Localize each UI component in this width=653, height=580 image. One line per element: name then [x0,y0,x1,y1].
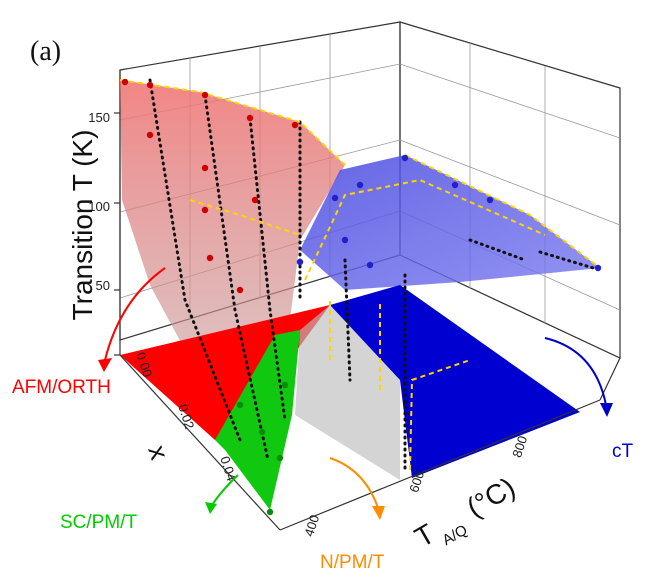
z-axis-title: Transition T (K) [67,130,98,321]
afm-surface [120,80,345,420]
np-arrow [329,457,379,509]
data-marker [356,181,364,189]
x-tick-label: 0.04 [217,454,239,483]
t-axis-line [279,399,601,531]
dotted-guides [119,78,602,472]
afm-arrow [104,267,166,361]
ct-arrow [544,337,607,406]
data-marker [594,264,602,272]
data-marker [201,91,209,99]
x-axis-line [119,354,281,531]
floor-axes [119,340,621,531]
phase-label-afm: AFM/ORTH [12,377,111,398]
t-axis-ticks: 400 600 800 [301,434,530,538]
data-marker [121,78,129,86]
black-dotted-line [203,93,270,462]
afm-arrowhead [98,358,112,372]
data-marker [276,454,284,462]
x-tick-label: 0.00 [133,350,155,379]
data-marker [206,254,214,262]
data-marker [296,258,304,266]
phase-label-ct: cT [612,441,634,462]
z-axis-ticks: 150 100 50 [88,110,120,356]
phase-label-sc: SC/PM/T [60,512,137,533]
blue-markers [296,154,602,272]
data-marker [366,261,374,269]
z-tick-label: 150 [88,110,110,125]
t-axis-title: T A/Q (°C) [410,471,521,553]
data-marker [451,181,459,189]
black-dotted-line [538,250,602,272]
t-tick-label: 400 [301,513,322,538]
black-dotted-line [468,238,527,262]
yellow-dashed-line [409,359,471,471]
grid-line [399,139,621,226]
data-marker [236,286,244,294]
black-dotted-line [343,258,352,382]
data-marker [401,154,409,162]
data-marker [146,131,154,139]
ct-floor [330,285,580,478]
data-marker [246,114,254,122]
phase-label-np: N/PM/T [320,552,385,573]
np-arrowhead [372,506,385,520]
data-marker [291,121,299,129]
red-markers [121,78,299,294]
yellow-dashed-line [119,79,346,166]
t-tick-label: 800 [509,434,530,459]
data-marker [146,81,154,89]
t-axis-title-sub: A/Q [440,521,471,549]
data-marker [341,236,349,244]
t-axis-title-main: T [410,518,440,553]
black-dotted-line [148,78,242,442]
data-marker [331,194,339,202]
x-tick-label: 0.02 [175,402,197,431]
black-dotted-line [248,116,287,422]
gray-floor [295,305,400,480]
yellow-dashed-line [304,178,546,281]
data-marker [486,196,494,204]
green-markers [236,381,289,516]
yellow-dashed-line [189,199,301,236]
z-tick-label: 50 [96,278,110,293]
z-tick-label: 100 [88,199,110,214]
data-marker [281,381,289,389]
sc-arrow [211,474,239,506]
x-axis-ticks: 0.00 0.02 0.04 [133,350,239,483]
t-axis-title-unit: (°C) [461,471,520,523]
data-marker [201,164,209,172]
t-tick-label: 600 [406,469,427,494]
grid-line [399,63,621,139]
ct-arrowhead [600,403,613,417]
yellow-dashed-line [404,154,601,269]
sc-arrowhead [205,502,217,514]
data-marker [201,206,209,214]
x-axis-title: x [142,441,175,463]
data-marker [258,428,266,436]
data-marker [236,401,244,409]
data-marker [266,508,274,516]
panel-label: (a) [30,36,61,67]
ct-surface [300,155,600,290]
data-marker [251,196,259,204]
